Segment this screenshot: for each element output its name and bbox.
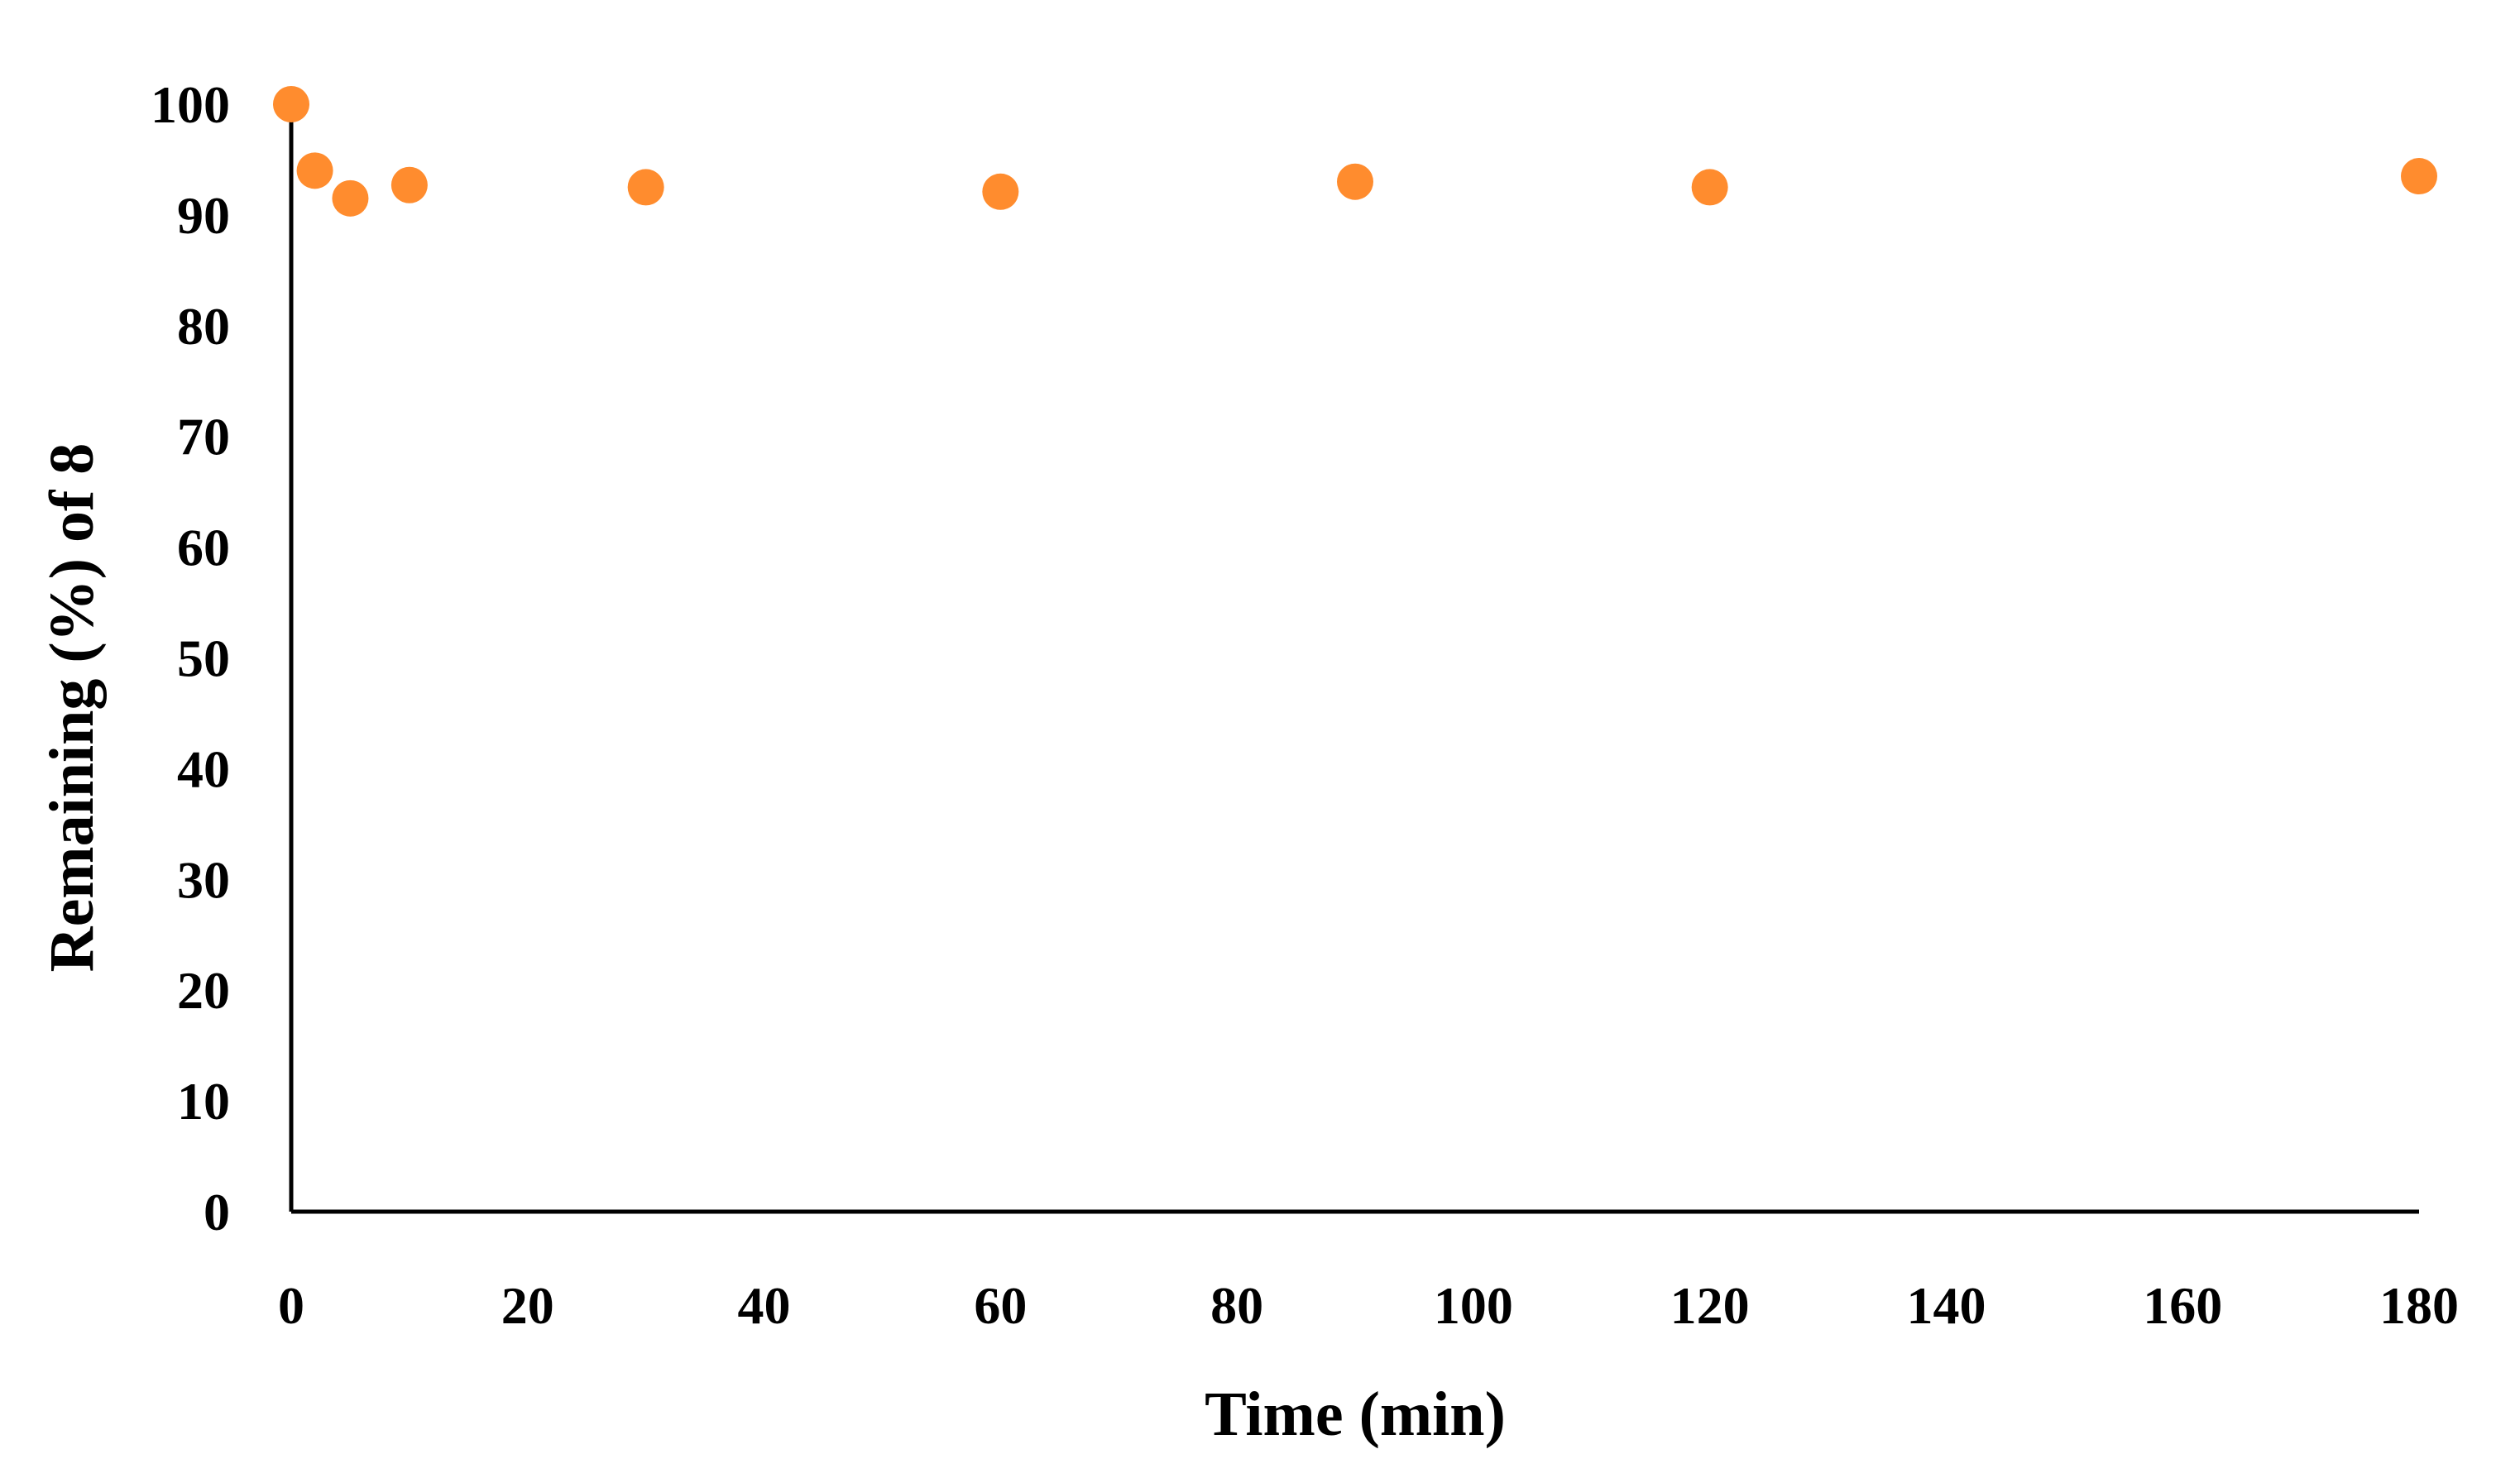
x-tick-label: 60 — [974, 1276, 1027, 1335]
y-tick-labels: 0 10 20 30 40 50 60 70 80 90 100 — [151, 75, 230, 1241]
data-point — [1337, 163, 1373, 200]
x-tick-label: 120 — [1670, 1276, 1750, 1335]
y-tick-label: 90 — [177, 186, 230, 245]
y-tick-label: 60 — [177, 519, 230, 577]
data-point — [982, 173, 1019, 210]
data-point — [1691, 169, 1728, 206]
data-point — [296, 152, 333, 189]
y-tick-label: 100 — [151, 75, 230, 134]
data-point — [627, 169, 664, 206]
y-axis-title: Remaining (%) of 8 — [37, 443, 107, 973]
x-tick-label: 180 — [2379, 1276, 2459, 1335]
data-points — [273, 86, 2437, 217]
y-tick-label: 50 — [177, 629, 230, 688]
axes — [289, 104, 2419, 1214]
y-tick-label: 10 — [177, 1072, 230, 1131]
y-tick-label: 20 — [177, 961, 230, 1020]
x-tick-label: 100 — [1434, 1276, 1513, 1335]
x-tick-label: 0 — [278, 1276, 304, 1335]
x-tick-labels: 0 20 40 60 80 100 120 140 160 180 — [278, 1276, 2459, 1335]
data-point — [2401, 158, 2437, 195]
x-axis-title: Time (min) — [1205, 1380, 1506, 1449]
x-tick-label: 80 — [1210, 1276, 1263, 1335]
data-point — [332, 179, 369, 217]
data-point — [273, 86, 309, 122]
y-tick-label: 80 — [177, 297, 230, 356]
y-tick-label: 40 — [177, 739, 230, 798]
y-tick-label: 70 — [177, 408, 230, 466]
y-tick-label: 0 — [204, 1183, 230, 1241]
x-tick-label: 140 — [1906, 1276, 1986, 1335]
x-tick-label: 20 — [501, 1276, 554, 1335]
y-tick-label: 30 — [177, 850, 230, 909]
x-tick-label: 160 — [2143, 1276, 2222, 1335]
x-tick-label: 40 — [738, 1276, 791, 1335]
data-point — [390, 166, 428, 203]
